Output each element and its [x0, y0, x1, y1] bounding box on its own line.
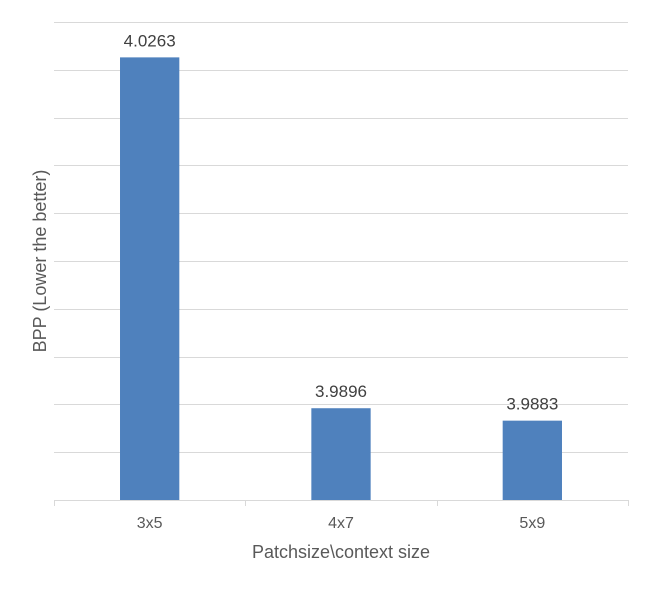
x-tick-label: 4x7	[328, 515, 354, 532]
x-tick-label: 3x5	[137, 515, 163, 532]
data-label: 4.0263	[124, 31, 176, 50]
x-axis-title: Patchsize\context size	[252, 542, 430, 562]
y-axis-title: BPP (Lower the better)	[30, 170, 50, 353]
bar-5x9	[502, 420, 562, 500]
data-label: 3.9896	[315, 382, 367, 401]
data-labels: 4.0263 3.9896 3.9883	[124, 31, 559, 413]
data-label: 3.9883	[506, 395, 558, 414]
x-tick-label: 5x9	[519, 515, 545, 532]
bar-4x7	[311, 408, 371, 500]
x-axis-ticks	[54, 500, 629, 506]
bar-3x5	[120, 57, 180, 500]
x-tick-labels: 3x5 4x7 5x9	[137, 515, 546, 532]
bars	[120, 57, 562, 500]
